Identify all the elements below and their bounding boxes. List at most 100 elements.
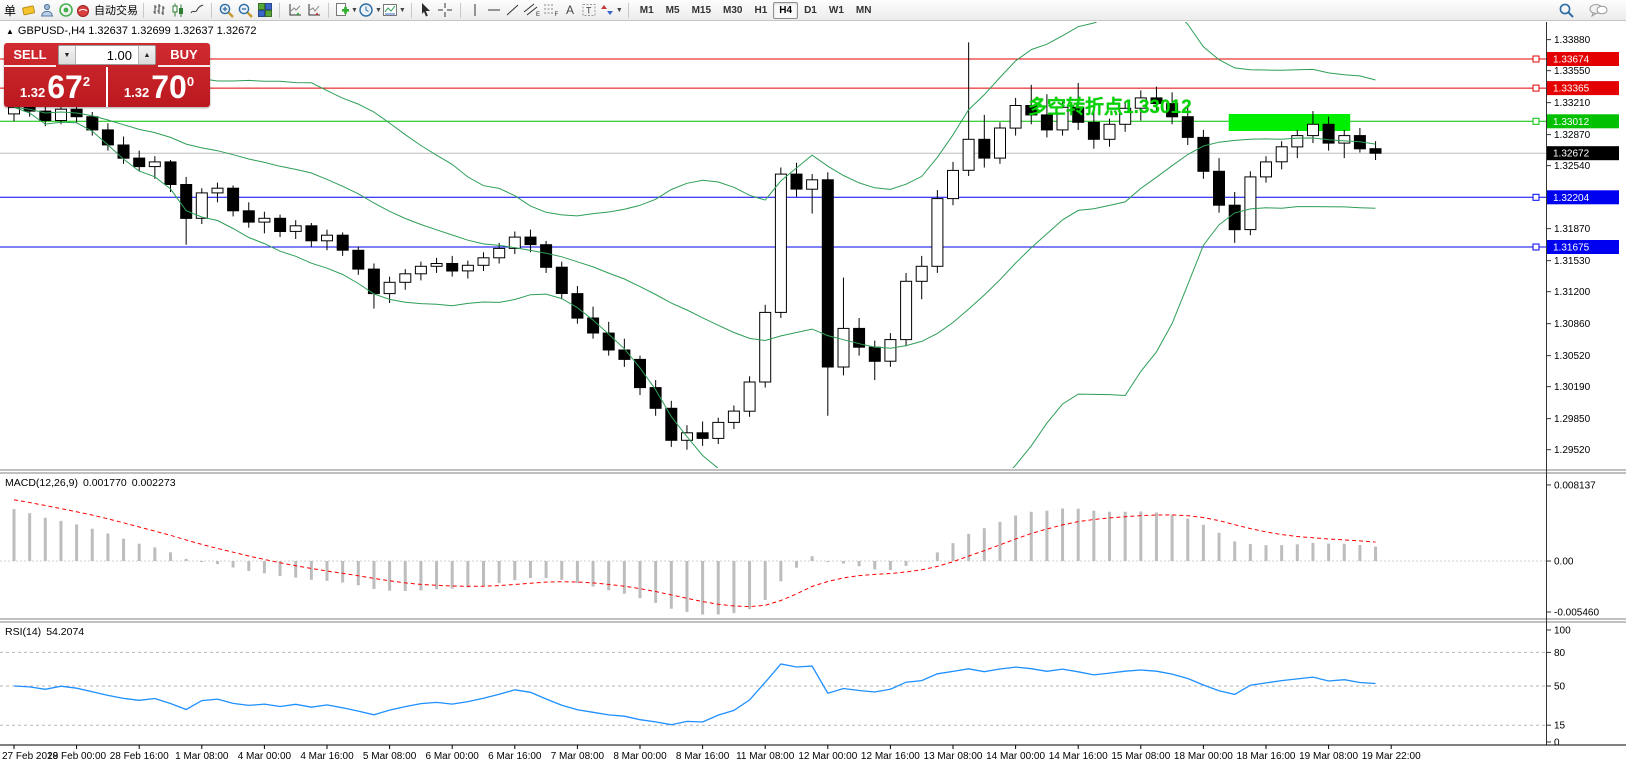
indicator-window-icon[interactable] (285, 1, 304, 19)
rsi-label: RSI(14) 54.2074 (5, 626, 85, 638)
svg-text:1.30860: 1.30860 (1554, 319, 1591, 330)
svg-text:0: 0 (1554, 738, 1560, 749)
macd-histogram (0, 499, 1546, 615)
svg-text:80: 80 (1554, 648, 1566, 659)
new-order-icon[interactable] (18, 1, 37, 19)
svg-text:15: 15 (1554, 721, 1566, 732)
profile-icon[interactable] (37, 1, 56, 19)
tab-timeframe-mn[interactable]: MN (855, 4, 872, 16)
svg-text:1 Mar 08:00: 1 Mar 08:00 (175, 751, 229, 762)
equidistant-channel-icon[interactable]: E (523, 1, 542, 19)
period-clock-icon[interactable]: ▼ (358, 1, 382, 19)
volume-stepper: ▼ ▲ (58, 45, 156, 65)
svg-text:1.33210: 1.33210 (1554, 98, 1591, 109)
tab-timeframe-h1[interactable]: H1 (754, 4, 768, 16)
tab-timeframe-d1[interactable]: D1 (804, 4, 817, 16)
macd-label: MACD(12,26,9) 0.001770 0.002273 (5, 477, 176, 489)
new-order-button[interactable]: 单 (4, 3, 17, 18)
text-tool-icon[interactable]: A (561, 1, 580, 19)
svg-text:8 Mar 16:00: 8 Mar 16:00 (676, 751, 730, 762)
chart-area: 1.33880 1.33550 1.33210 1.32870 1.32540 1.318… (0, 22, 1626, 773)
svg-text:4 Mar 16:00: 4 Mar 16:00 (300, 751, 354, 762)
sell-price-big: 67 (47, 69, 83, 105)
chat-icon[interactable] (1588, 1, 1608, 19)
svg-text:12 Mar 00:00: 12 Mar 00:00 (798, 751, 857, 762)
symbol-collapse-icon[interactable]: ▲ (6, 26, 14, 36)
chart-canvas[interactable]: 1.33880 1.33550 1.33210 1.32870 1.32540 1.318… (0, 22, 1626, 773)
svg-text:14 Mar 00:00: 14 Mar 00:00 (986, 751, 1045, 762)
svg-text:1.29850: 1.29850 (1554, 414, 1591, 425)
svg-text:1.32672: 1.32672 (1553, 149, 1590, 160)
volume-decrease-button[interactable]: ▼ (59, 46, 76, 64)
vertical-line-tool-icon[interactable] (466, 1, 485, 19)
volume-increase-button[interactable]: ▲ (138, 46, 155, 64)
buy-price-big: 70 (151, 69, 187, 105)
svg-text:15 Mar 08:00: 15 Mar 08:00 (1111, 751, 1170, 762)
signal-icon[interactable] (56, 1, 75, 19)
rsi-plot (0, 651, 1546, 726)
axes[interactable]: 1.33880 1.33550 1.33210 1.32870 1.32540 1.318… (0, 22, 1626, 762)
add-indicator-icon[interactable]: ▼ (334, 1, 358, 19)
tab-timeframe-h4[interactable]: H4 (773, 1, 799, 19)
sell-price-sup: 2 (82, 73, 91, 89)
tab-timeframe-m30[interactable]: M30 (723, 4, 743, 16)
svg-text:1.29520: 1.29520 (1554, 445, 1591, 456)
buy-button[interactable]: BUY (158, 43, 210, 67)
svg-text:0.00: 0.00 (1554, 557, 1574, 568)
svg-text:1.33550: 1.33550 (1554, 66, 1591, 77)
svg-text:0.008137: 0.008137 (1554, 480, 1596, 491)
macd-signal-line (13, 499, 1376, 608)
svg-text:6 Mar 00:00: 6 Mar 00:00 (426, 751, 480, 762)
svg-text:13 Mar 08:00: 13 Mar 08:00 (924, 751, 983, 762)
svg-text:1.32870: 1.32870 (1554, 130, 1591, 141)
horizontal-line-tool-icon[interactable] (485, 1, 504, 19)
arrows-tool-icon[interactable]: ▼ (599, 1, 623, 19)
zoom-in-icon[interactable] (217, 1, 236, 19)
autotrade-button[interactable]: 自动交易 (75, 1, 138, 19)
volume-input[interactable] (76, 46, 138, 64)
svg-text:1.33012: 1.33012 (1553, 117, 1590, 128)
svg-text:7 Mar 08:00: 7 Mar 08:00 (551, 751, 605, 762)
crosshair-icon[interactable] (436, 1, 455, 19)
buy-price-sup: 0 (186, 73, 195, 89)
tab-timeframe-w1[interactable]: W1 (828, 4, 844, 16)
template-icon[interactable]: ▼ (382, 1, 406, 19)
text-label-tool-icon[interactable]: T (580, 1, 599, 19)
svg-text:28 Feb 00:00: 28 Feb 00:00 (47, 751, 106, 762)
pivot-annotation: 多空转折点1.33012 (1028, 97, 1192, 118)
indicator-window-left-icon[interactable] (304, 1, 323, 19)
line-chart-icon[interactable] (187, 1, 206, 19)
svg-text:1.32204: 1.32204 (1553, 193, 1590, 204)
sell-price[interactable]: 1.32 67 2 (4, 67, 106, 107)
svg-text:18 Mar 00:00: 18 Mar 00:00 (1174, 751, 1233, 762)
svg-text:1.31530: 1.31530 (1554, 256, 1591, 267)
svg-text:1.33674: 1.33674 (1553, 55, 1590, 66)
svg-text:F: F (555, 12, 559, 18)
svg-text:1.33880: 1.33880 (1554, 35, 1591, 46)
tile-windows-icon[interactable] (255, 1, 274, 19)
sell-button[interactable]: SELL (4, 43, 56, 67)
svg-text:1.31870: 1.31870 (1554, 224, 1591, 235)
svg-text:14 Mar 16:00: 14 Mar 16:00 (1049, 751, 1108, 762)
svg-text:-0.005460: -0.005460 (1554, 608, 1599, 619)
zoom-out-icon[interactable] (236, 1, 255, 19)
candlestick-chart-icon[interactable] (168, 1, 187, 19)
svg-text:6 Mar 16:00: 6 Mar 16:00 (488, 751, 542, 762)
buy-price[interactable]: 1.32 70 0 (108, 67, 210, 107)
tab-timeframe-m1[interactable]: M1 (639, 4, 654, 16)
sell-price-small: 1.32 (19, 84, 46, 100)
svg-text:50: 50 (1554, 682, 1566, 693)
svg-text:1.33365: 1.33365 (1553, 84, 1590, 95)
tab-timeframe-m5[interactable]: M5 (665, 4, 680, 16)
fibonacci-tool-icon[interactable]: F (542, 1, 561, 19)
search-icon[interactable] (1557, 1, 1576, 19)
tab-timeframe-m15[interactable]: M15 (691, 4, 712, 16)
highlight-zone (1228, 114, 1351, 131)
trendline-tool-icon[interactable] (504, 1, 523, 19)
svg-text:1.30190: 1.30190 (1554, 382, 1591, 393)
rsi-line (13, 663, 1376, 726)
level-lines (0, 55, 1546, 251)
chart-title: ▲ GBPUSD-,H4 1.32637 1.32699 1.32637 1.3… (6, 25, 256, 37)
bar-chart-icon[interactable] (149, 1, 168, 19)
cursor-icon[interactable] (417, 1, 436, 19)
